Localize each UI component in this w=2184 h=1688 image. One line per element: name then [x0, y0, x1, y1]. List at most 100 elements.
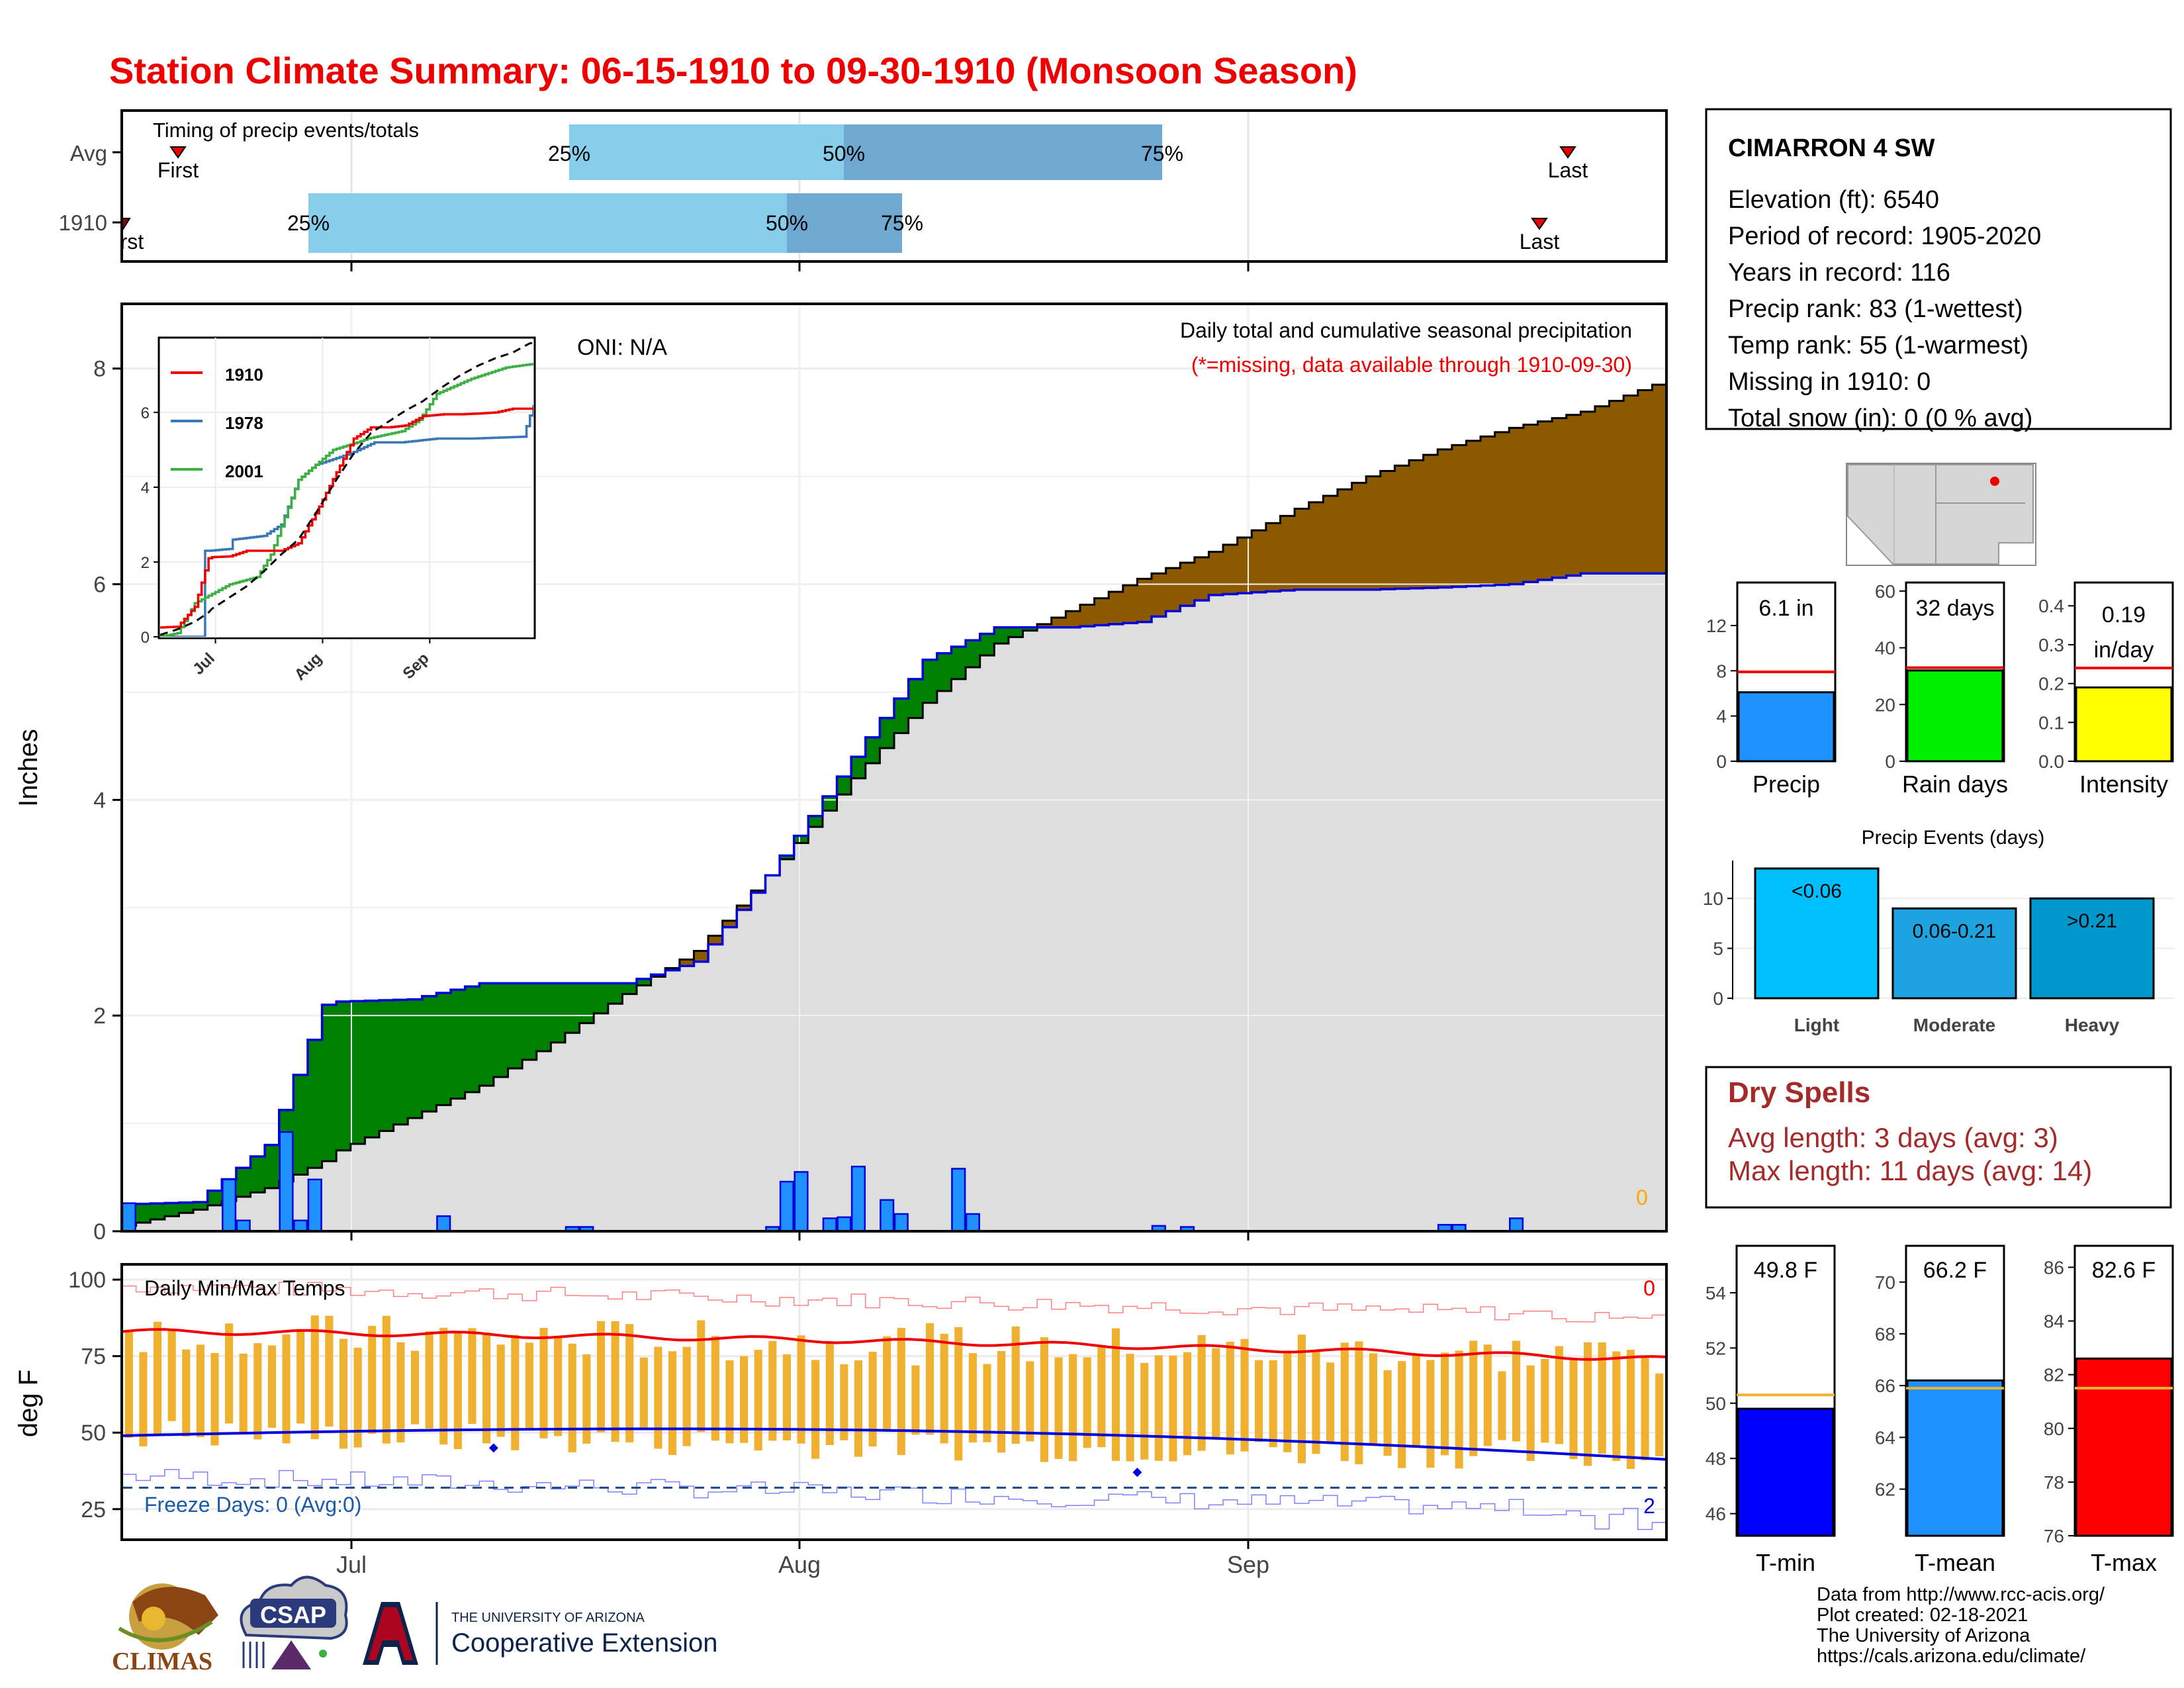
inset-legend-2001: 2001 — [225, 461, 263, 481]
yr-p25-label: 25% — [287, 211, 330, 235]
daily-precip-bar — [951, 1168, 966, 1231]
daily-temp-bar — [339, 1338, 348, 1449]
precip-total-value: 6.1 in — [1758, 596, 1813, 621]
mini-axis-tick: 0.4 — [2038, 596, 2064, 616]
daily-temp-bar — [883, 1336, 891, 1431]
daily-temp-bar — [725, 1360, 734, 1444]
daily-temp-bar — [1555, 1346, 1563, 1444]
daily-precip-bar — [893, 1213, 909, 1231]
tmin-bar — [1737, 1407, 1835, 1537]
daily-temp-bar — [1598, 1342, 1606, 1454]
daily-temp-bar — [639, 1357, 648, 1429]
daily-precip-bar — [965, 1213, 980, 1231]
daily-temp-bar — [310, 1315, 319, 1440]
event-bar-label: >0.21 — [2067, 910, 2117, 932]
station-name: CIMARRON 4 SW — [1728, 134, 1935, 162]
daily-precip-bar — [436, 1215, 451, 1231]
event-bar-moderate — [1891, 907, 2017, 1000]
precip-panel: 0 2 4 6 8 Inches ONI: N/A Daily total and cu… — [14, 303, 1668, 1244]
daily-temp-bar — [711, 1336, 719, 1441]
mini-axis-tick: 76 — [2044, 1526, 2064, 1546]
daily-temp-bar — [1011, 1326, 1020, 1444]
season-total-bars: 6.1 in Precip 0 4 8 12 32 days Rain days 0 2… — [1706, 581, 2174, 798]
events-y-tick: 5 — [1713, 939, 1723, 959]
dry-spells-box: Dry Spells Avg length: 3 days (avg: 3) M… — [1705, 1066, 2172, 1209]
state-map — [1846, 463, 2036, 566]
daily-temp-bar — [511, 1335, 520, 1450]
station-info-box: CIMARRON 4 SW Elevation (ft): 6540 Perio… — [1705, 108, 2172, 432]
daily-precip-bar — [779, 1180, 794, 1231]
mini-axis-tick: 4 — [1716, 706, 1727, 727]
daily-temp-bar — [754, 1350, 762, 1451]
inset-line-2001 — [160, 363, 533, 637]
daily-temp-bar — [124, 1331, 133, 1438]
daily-temp-bar — [954, 1327, 963, 1461]
observed-cumulative-line — [122, 572, 1666, 1206]
daily-temp-bar — [997, 1350, 1006, 1453]
daily-temp-bar — [654, 1346, 662, 1449]
daily-temp-bar — [1469, 1340, 1478, 1456]
avg-first-marker — [169, 146, 187, 159]
daily-temp-bar — [439, 1327, 448, 1445]
daily-temp-bar — [1069, 1354, 1077, 1462]
inset-y-tick: 6 — [141, 404, 150, 422]
daily-temp-bar — [854, 1360, 863, 1457]
daily-precip-bar — [122, 1202, 136, 1231]
daily-temp-bar — [382, 1315, 390, 1444]
daily-temp-bar — [1398, 1361, 1406, 1468]
daily-temp-bar — [1269, 1360, 1277, 1448]
dry-spells-title: Dry Spells — [1728, 1076, 1870, 1109]
avg-p25-label: 25% — [548, 142, 590, 165]
daily-precip-bar — [279, 1131, 294, 1231]
daily-temp-bar — [1283, 1352, 1292, 1452]
daily-temp-bar — [1426, 1360, 1435, 1468]
mini-axis-tick: 46 — [1706, 1504, 1726, 1524]
daily-temp-bar — [1111, 1328, 1120, 1461]
tmin-value: 49.8 F — [1754, 1258, 1817, 1283]
event-bar-heavy — [2029, 897, 2155, 1000]
daily-temp-bar — [1383, 1370, 1392, 1456]
daily-temp-bar — [596, 1321, 606, 1432]
daily-temp-bar — [1312, 1350, 1320, 1454]
daily-precip-bar — [579, 1226, 594, 1231]
daily-temp-bar — [396, 1342, 405, 1443]
yr-first-marker — [123, 218, 131, 230]
csap-logo: CSAP — [240, 1575, 348, 1669]
daily-precip-bar — [565, 1226, 580, 1231]
daily-temp-bar — [239, 1353, 248, 1434]
daily-temp-bar — [911, 1365, 920, 1435]
mini-axis-tick: 80 — [2044, 1419, 2064, 1439]
daily-temp-bar — [568, 1343, 576, 1452]
daily-temp-bar — [1340, 1342, 1349, 1462]
daily-temp-bar — [611, 1321, 619, 1442]
freeze-days: Freeze Days: 0 (Avg:0) — [144, 1493, 361, 1517]
avg-q50-q75-bar — [844, 124, 1162, 180]
mini-axis-tick: 64 — [1875, 1427, 1895, 1448]
daily-temp-bar — [410, 1350, 420, 1425]
tmax-bar — [2075, 1357, 2173, 1537]
daily-temp-bar — [1026, 1361, 1034, 1442]
daily-temp-bar — [1626, 1350, 1635, 1470]
missing-note: (*=missing, data available through 1910-… — [1191, 353, 1632, 377]
mini-axis-tick: 60 — [1875, 581, 1895, 602]
station-elevation: Elevation (ft): 6540 — [1728, 186, 1939, 214]
footer-line-3: The University of Arizona — [1817, 1625, 2030, 1646]
precip-y-tick: 0 — [93, 1219, 106, 1244]
temp-top-count: 0 — [1643, 1276, 1655, 1300]
daily-precip-bar — [822, 1217, 837, 1231]
temp-panel: 25 50 75 100 deg F Daily Min/Max Temps Free… — [14, 1263, 1668, 1549]
daily-temp-bar — [267, 1345, 276, 1428]
daily-temp-bar — [668, 1351, 677, 1455]
mini-axis-tick: 0.1 — [2038, 712, 2064, 733]
missing-count: 0 — [1636, 1186, 1648, 1209]
daily-temp-bar — [539, 1327, 548, 1438]
record-low-marker — [1132, 1468, 1142, 1477]
daily-temp-bar — [1054, 1357, 1063, 1459]
tmean-bar — [1906, 1379, 2004, 1537]
mini-axis-tick: 0 — [1885, 751, 1895, 772]
station-temp-rank: Temp rank: 55 (1-warmest) — [1728, 332, 2028, 359]
precip-y-tick: 8 — [93, 357, 106, 382]
intensity-unit: in/day — [2094, 637, 2154, 663]
intensity-bar — [2075, 686, 2173, 763]
